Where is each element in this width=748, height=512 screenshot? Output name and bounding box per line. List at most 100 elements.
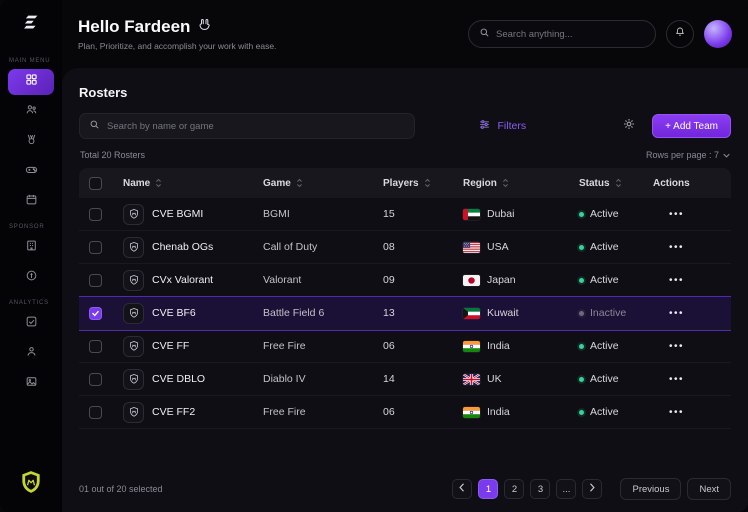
next-button[interactable]: Next [687,478,731,500]
players-count: 09 [383,274,395,286]
user-avatar[interactable] [704,20,732,48]
game-name: Free Fire [263,406,306,418]
row-actions-button[interactable]: ••• [669,208,685,220]
team-logo-icon [123,401,144,423]
filters-button[interactable]: Filters [478,118,526,134]
players-count: 08 [383,241,395,253]
sidebar-item-media[interactable] [8,371,54,397]
column-header-players[interactable]: Players [383,178,463,189]
status-badge: Active [579,406,653,418]
sidebar-item-reports[interactable] [8,311,54,337]
sidebar-item-player-analytics[interactable] [8,341,54,367]
status-badge: Inactive [579,307,653,319]
add-team-button[interactable]: + Add Team [652,114,731,138]
select-all-checkbox[interactable] [89,176,102,190]
global-search [468,20,656,48]
search-icon [479,25,490,43]
sidebar-item-tournaments[interactable] [8,129,54,155]
table-row[interactable]: Chenab OGs Call of Duty 08 USA Active ••… [79,231,731,264]
region-flag-icon [463,274,480,286]
greeting-subtitle: Plan, Prioritize, and accomplish your wo… [78,41,277,51]
row-checkbox[interactable] [89,405,102,419]
region-name: USA [487,241,509,253]
app-logo-icon [20,12,42,39]
game-name: Diablo IV [263,373,306,385]
hand-gesture-icon [197,17,212,37]
roster-search-input[interactable] [107,120,405,132]
notifications-button[interactable] [666,20,694,48]
row-actions-button[interactable]: ••• [669,406,685,418]
bell-icon [674,25,686,43]
table-row[interactable]: CVx Valorant Valorant 09 Japan Active ••… [79,264,731,297]
sponsor-label: SPONSOR [9,224,45,230]
table-row[interactable]: CVE DBLO Diablo IV 14 UK Active ••• [79,363,731,396]
table-row[interactable]: CVE FF Free Fire 06 India Active ••• [79,330,731,363]
sort-icon [502,178,508,188]
page-button-3[interactable]: 3 [530,479,551,499]
filters-label: Filters [497,120,527,132]
row-checkbox[interactable] [89,306,102,320]
table-row[interactable]: CVE BGMI BGMI 15 Dubai Active ••• [79,198,731,231]
status-dot-icon [579,343,584,349]
page-next-chevron-button[interactable] [582,479,603,499]
region-flag-icon [463,340,480,352]
row-checkbox[interactable] [89,273,102,287]
page-button-1[interactable]: 1 [478,479,499,499]
team-logo-icon [123,335,144,357]
sidebar-item-schedule[interactable] [8,189,54,215]
row-actions-button[interactable]: ••• [669,340,685,352]
row-actions-button[interactable]: ••• [669,274,685,286]
row-actions-button[interactable]: ••• [669,241,685,253]
game-name: Call of Duty [263,241,318,253]
players-count: 14 [383,373,395,385]
column-header-region[interactable]: Region [463,178,579,189]
row-checkbox[interactable] [89,240,102,254]
game-name: Valorant [263,274,302,286]
table-header: Name Game Players Region Status Actions [79,168,731,198]
filters-sliders-icon [478,118,491,134]
sort-icon [296,178,302,188]
gear-icon [622,117,636,136]
report-check-icon [25,315,38,333]
row-checkbox[interactable] [89,339,102,353]
column-header-name[interactable]: Name [123,178,263,189]
game-name: Battle Field 6 [263,307,325,319]
global-search-input[interactable] [496,28,645,40]
region-name: Dubai [487,208,515,220]
main-area: Hello Fardeen Plan, Prioritize, and acco… [62,0,748,512]
status-badge: Active [579,208,653,220]
pagination: 1 2 3 ... Previous Next [452,478,731,500]
status-badge: Active [579,340,653,352]
analytics-label: ANALYTICS [9,300,49,306]
team-logo-icon [123,236,144,258]
column-header-status[interactable]: Status [579,178,653,189]
rows-per-page-select[interactable]: Rows per page : 7 [646,150,730,160]
players-count: 06 [383,406,395,418]
settings-button[interactable] [622,117,636,136]
column-header-game[interactable]: Game [263,178,383,189]
region-flag-icon [463,208,480,220]
sidebar-item-teams[interactable] [8,99,54,125]
chevron-left-icon [459,483,465,495]
row-actions-button[interactable]: ••• [669,373,685,385]
building-icon [25,239,38,257]
previous-button[interactable]: Previous [620,478,682,500]
row-actions-button[interactable]: ••• [669,307,685,319]
sidebar-item-sponsor-funds[interactable] [8,265,54,291]
greeting-text: Hello Fardeen [78,17,191,36]
region-flag-icon [463,241,480,253]
org-logo-icon [18,469,44,500]
table-row[interactable]: CVE FF2 Free Fire 06 India Active ••• [79,396,731,429]
page-prev-chevron-button[interactable] [452,479,473,499]
row-checkbox[interactable] [89,207,102,221]
table-row[interactable]: CVE BF6 Battle Field 6 13 Kuwait Inactiv… [79,297,731,330]
sidebar-item-dashboard[interactable] [8,69,54,95]
sidebar-item-games[interactable] [8,159,54,185]
team-logo-icon [123,203,144,225]
coin-icon [25,269,38,287]
sidebar-item-sponsor-orgs[interactable] [8,235,54,261]
row-checkbox[interactable] [89,372,102,386]
team-logo-icon [123,302,144,324]
page-button-2[interactable]: 2 [504,479,525,499]
selected-count-label: 01 out of 20 selected [79,484,163,494]
